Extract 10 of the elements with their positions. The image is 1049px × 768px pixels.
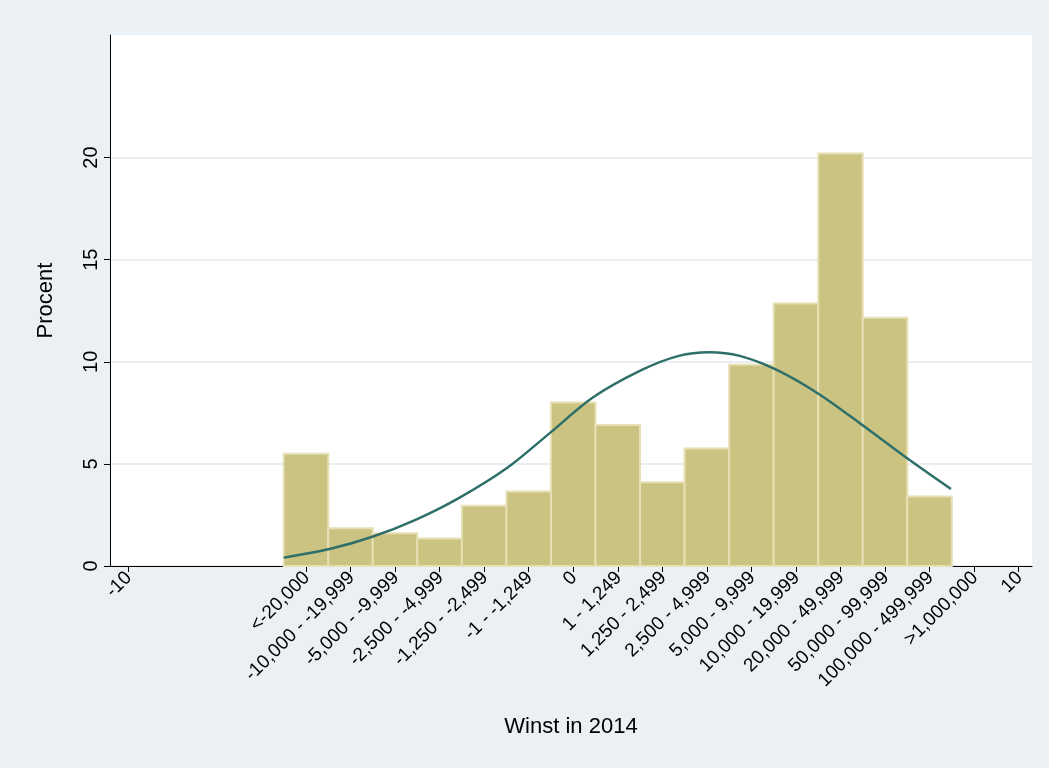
y-tick-label: 10 [79,350,101,373]
y-tick-label: 15 [79,248,101,271]
line-series [282,350,953,559]
y-tick-label: 5 [79,458,101,470]
x-tick-label: -10 [100,566,136,601]
y-axis-title: Procent [31,262,57,339]
x-axis-title: Winst in 2014 [504,712,638,738]
x-tick-label: 0 [558,566,581,589]
x-tick-label: 10 [996,566,1027,597]
y-tick-label: 20 [79,146,101,169]
